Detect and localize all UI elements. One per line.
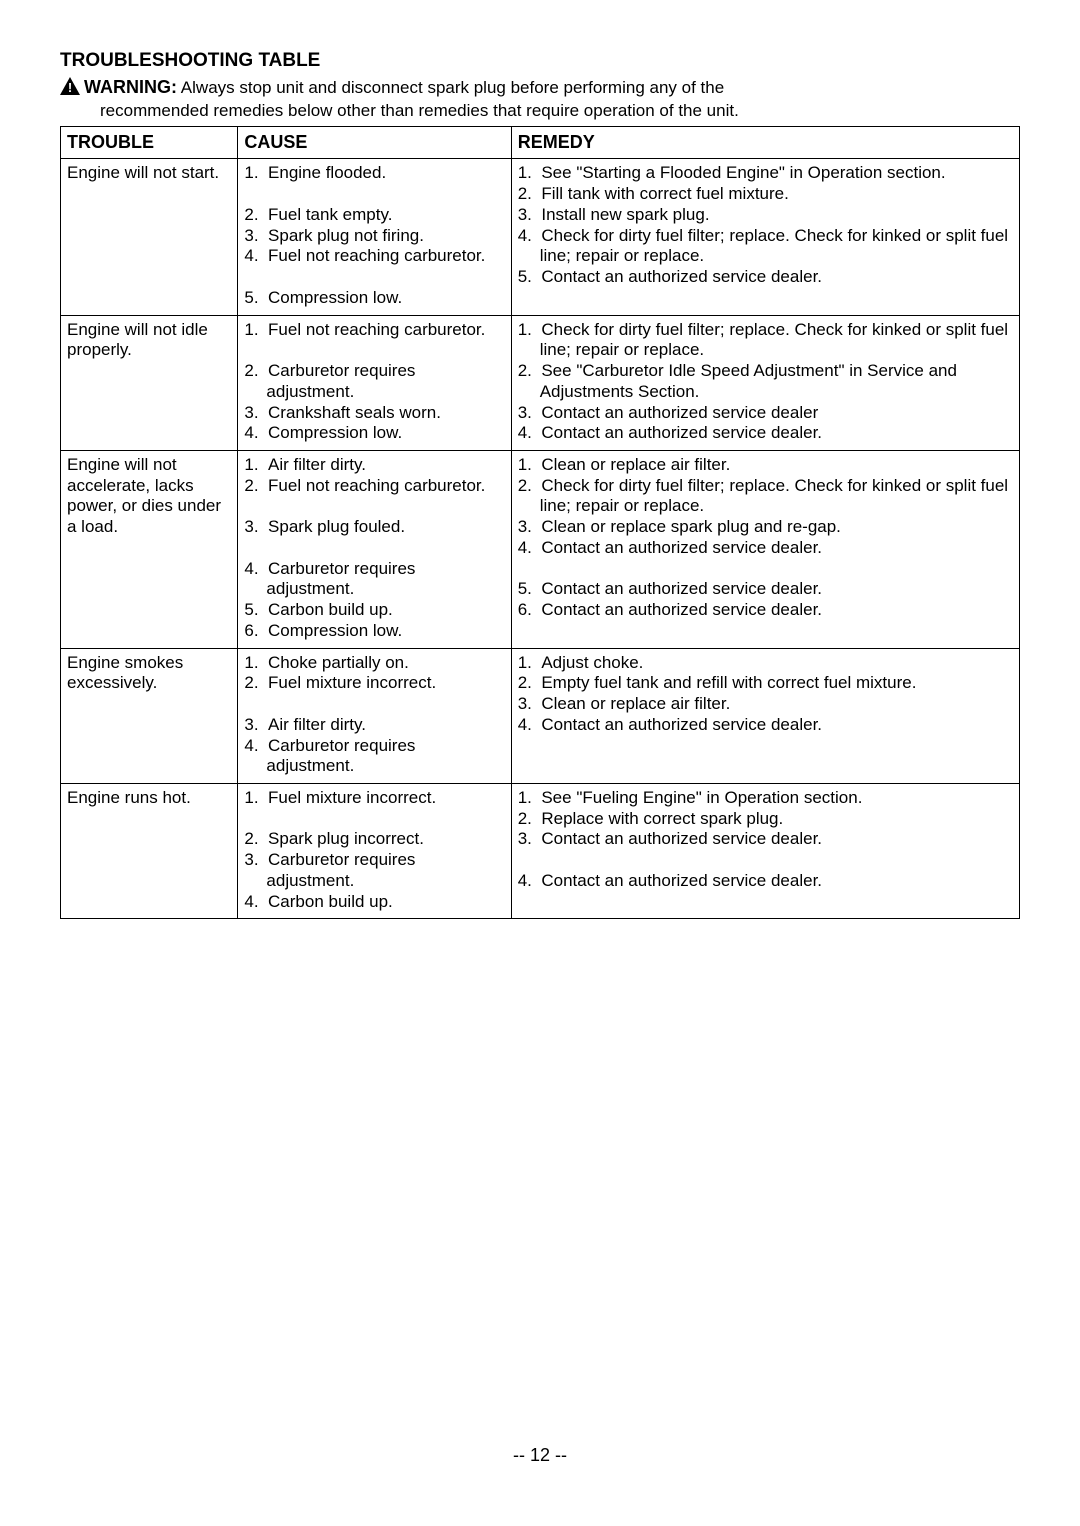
cause-item: 3. Spark plug fouled. [244, 517, 504, 538]
remedy-item: 4. Contact an authorized service dealer. [518, 871, 1013, 892]
remedy-item: 3. Clean or replace spark plug and re-ga… [518, 517, 1013, 538]
cause-item: 4. Carburetor requires adjustment. [244, 736, 504, 777]
cause-item [244, 694, 504, 715]
page-title: TROUBLESHOOTING TABLE [60, 50, 1020, 72]
cause-cell: 1. Fuel not reaching carburetor. 2. Carb… [238, 315, 511, 450]
cause-item [244, 267, 504, 288]
remedy-item: 5. Contact an authorized service dealer. [518, 267, 1013, 288]
remedy-item: 3. Install new spark plug. [518, 205, 1013, 226]
remedy-item: 2. See "Carburetor Idle Speed Adjustment… [518, 361, 1013, 402]
remedy-item: 2. Replace with correct spark plug. [518, 809, 1013, 830]
header-trouble: TROUBLE [61, 126, 238, 159]
remedy-item [518, 559, 1013, 580]
remedy-item: 2. Fill tank with correct fuel mixture. [518, 184, 1013, 205]
remedy-cell: 1. See "Starting a Flooded Engine" in Op… [511, 159, 1019, 315]
cause-item: 1. Fuel not reaching carburetor. [244, 320, 504, 341]
table-row: Engine smokes excessively.1. Choke parti… [61, 648, 1020, 783]
trouble-cell: Engine will not accelerate, lacks power,… [61, 451, 238, 649]
table-row: Engine will not idle properly.1. Fuel no… [61, 315, 1020, 450]
page-number: -- 12 -- [0, 1445, 1080, 1466]
cause-item: 3. Crankshaft seals worn. [244, 403, 504, 424]
cause-cell: 1. Air filter dirty.2. Fuel not reaching… [238, 451, 511, 649]
header-cause: CAUSE [238, 126, 511, 159]
trouble-cell: Engine will not start. [61, 159, 238, 315]
warning-text-2: recommended remedies below other than re… [60, 100, 1020, 121]
trouble-cell: Engine runs hot. [61, 784, 238, 919]
remedy-item: 1. See "Starting a Flooded Engine" in Op… [518, 163, 1013, 184]
remedy-cell: 1. See "Fueling Engine" in Operation sec… [511, 784, 1019, 919]
cause-item: 5. Carbon build up. [244, 600, 504, 621]
cause-item: 1. Air filter dirty. [244, 455, 504, 476]
trouble-cell: Engine will not idle properly. [61, 315, 238, 450]
header-remedy: REMEDY [511, 126, 1019, 159]
table-row: Engine runs hot.1. Fuel mixture incorrec… [61, 784, 1020, 919]
remedy-item: 6. Contact an authorized service dealer. [518, 600, 1013, 621]
cause-cell: 1. Fuel mixture incorrect. 2. Spark plug… [238, 784, 511, 919]
cause-item: 2. Fuel mixture incorrect. [244, 673, 504, 694]
cause-item [244, 496, 504, 517]
table-row: Engine will not accelerate, lacks power,… [61, 451, 1020, 649]
remedy-item: 2. Empty fuel tank and refill with corre… [518, 673, 1013, 694]
cause-item [244, 538, 504, 559]
cause-item: 2. Spark plug incorrect. [244, 829, 504, 850]
warning-line: ! WARNING: Always stop unit and disconne… [60, 76, 1020, 122]
cause-item [244, 809, 504, 830]
troubleshooting-table: TROUBLE CAUSE REMEDY Engine will not sta… [60, 126, 1020, 920]
remedy-item: 5. Contact an authorized service dealer. [518, 579, 1013, 600]
remedy-item: 1. Adjust choke. [518, 653, 1013, 674]
cause-item: 3. Spark plug not firing. [244, 226, 504, 247]
cause-item: 3. Air filter dirty. [244, 715, 504, 736]
warning-text-1: Always stop unit and disconnect spark pl… [181, 78, 724, 97]
remedy-item: 4. Contact an authorized service dealer. [518, 715, 1013, 736]
cause-item: 2. Carburetor requires adjustment. [244, 361, 504, 402]
cause-cell: 1. Engine flooded. 2. Fuel tank empty.3.… [238, 159, 511, 315]
remedy-item: 4. Check for dirty fuel filter; replace.… [518, 226, 1013, 267]
cause-item: 4. Carburetor requires adjustment. [244, 559, 504, 600]
trouble-cell: Engine smokes excessively. [61, 648, 238, 783]
remedy-item: 4. Contact an authorized service dealer. [518, 423, 1013, 444]
cause-item: 5. Compression low. [244, 288, 504, 309]
cause-item [244, 184, 504, 205]
cause-item: 4. Carbon build up. [244, 892, 504, 913]
remedy-cell: 1. Clean or replace air filter.2. Check … [511, 451, 1019, 649]
table-row: Engine will not start.1. Engine flooded.… [61, 159, 1020, 315]
warning-icon: ! [60, 77, 80, 100]
cause-item [244, 340, 504, 361]
remedy-item: 4. Contact an authorized service dealer. [518, 538, 1013, 559]
remedy-item: 1. Clean or replace air filter. [518, 455, 1013, 476]
cause-item: 2. Fuel not reaching carburetor. [244, 476, 504, 497]
remedy-item: 3. Clean or replace air filter. [518, 694, 1013, 715]
cause-item: 4. Compression low. [244, 423, 504, 444]
remedy-cell: 1. Adjust choke.2. Empty fuel tank and r… [511, 648, 1019, 783]
remedy-item [518, 850, 1013, 871]
remedy-item: 3. Contact an authorized service dealer. [518, 829, 1013, 850]
remedy-item: 2. Check for dirty fuel filter; replace.… [518, 476, 1013, 517]
cause-item: 2. Fuel tank empty. [244, 205, 504, 226]
svg-text:!: ! [68, 80, 72, 95]
remedy-item: 1. Check for dirty fuel filter; replace.… [518, 320, 1013, 361]
cause-item: 1. Choke partially on. [244, 653, 504, 674]
cause-cell: 1. Choke partially on.2. Fuel mixture in… [238, 648, 511, 783]
cause-item: 1. Engine flooded. [244, 163, 504, 184]
cause-item: 4. Fuel not reaching carburetor. [244, 246, 504, 267]
warning-label: WARNING: [84, 77, 177, 97]
cause-item: 6. Compression low. [244, 621, 504, 642]
remedy-item: 3. Contact an authorized service dealer [518, 403, 1013, 424]
remedy-item: 1. See "Fueling Engine" in Operation sec… [518, 788, 1013, 809]
remedy-cell: 1. Check for dirty fuel filter; replace.… [511, 315, 1019, 450]
cause-item: 1. Fuel mixture incorrect. [244, 788, 504, 809]
cause-item: 3. Carburetor requires adjustment. [244, 850, 504, 891]
